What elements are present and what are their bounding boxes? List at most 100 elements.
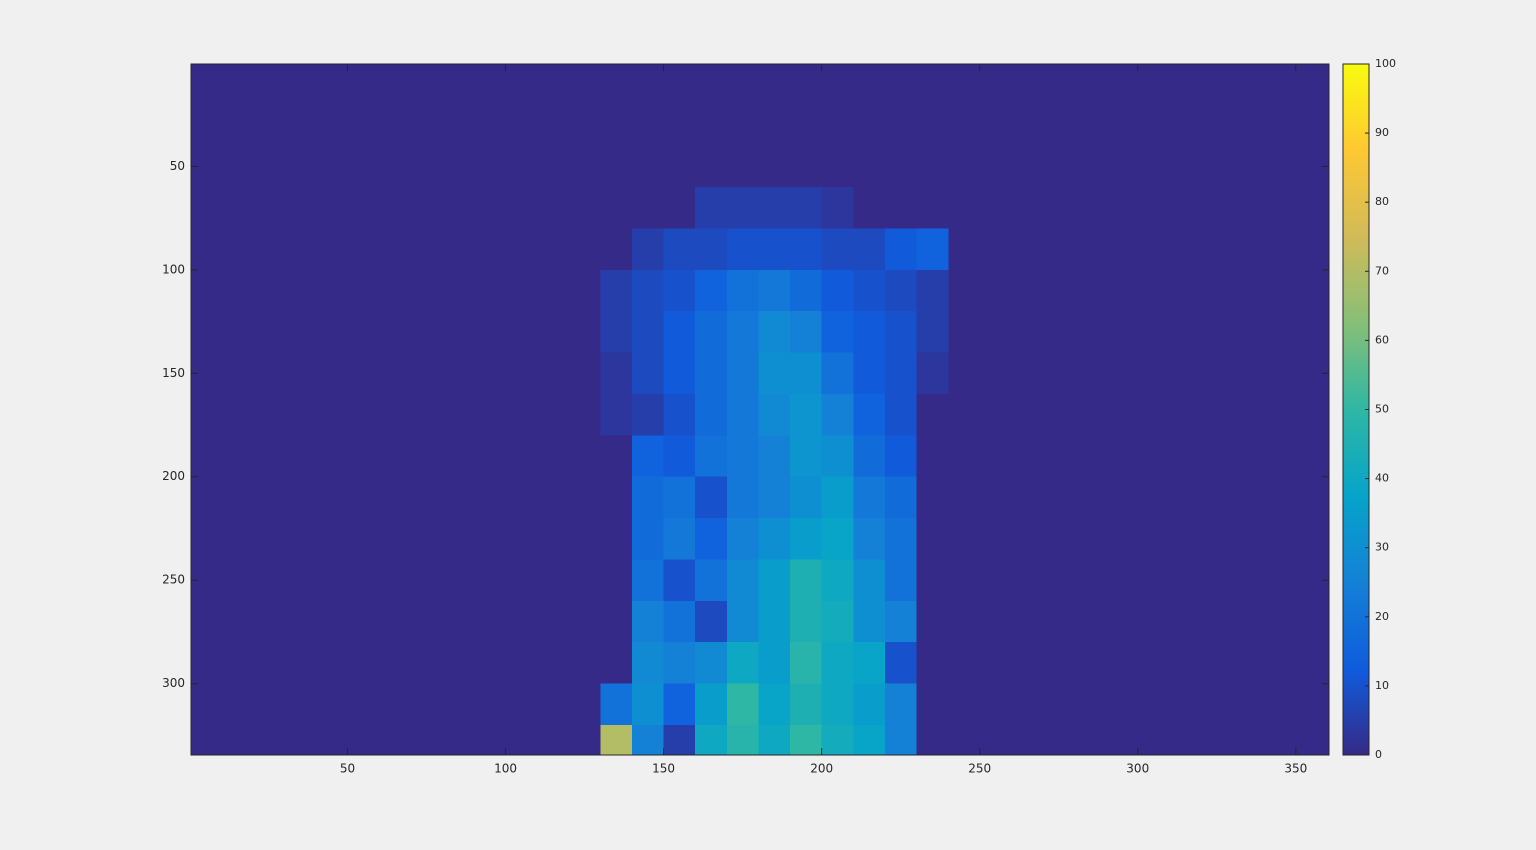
heatmap-cell	[726, 476, 759, 519]
heatmap-cell	[663, 393, 696, 436]
y-tick-label: 250	[162, 573, 185, 587]
heatmap-cell	[884, 187, 917, 229]
heatmap-cell	[695, 435, 728, 478]
heatmap-cell	[884, 476, 917, 519]
heatmap-cell	[600, 518, 633, 560]
heatmap-cell	[853, 393, 886, 436]
heatmap-cell	[884, 683, 917, 726]
colorbar-tick-label: 80	[1375, 195, 1389, 208]
heatmap-cell	[821, 600, 854, 643]
heatmap-cell	[853, 600, 886, 643]
heatmap-cell	[600, 476, 633, 519]
heatmap-cell	[758, 228, 791, 271]
heatmap-cell	[758, 476, 791, 519]
heatmap-cell	[758, 352, 791, 395]
heatmap-cell	[790, 600, 823, 643]
heatmap-cell	[600, 352, 633, 395]
heatmap-cell	[695, 476, 728, 519]
heatmap-cell	[853, 311, 886, 354]
heatmap-cell	[695, 600, 728, 643]
heatmap-cell	[726, 352, 759, 395]
heatmap-cell	[790, 642, 823, 685]
heatmap-cell	[853, 228, 886, 271]
heatmap-cell	[663, 518, 696, 560]
heatmap-cell	[916, 725, 949, 755]
heatmap-cell	[695, 642, 728, 685]
heatmap-cell	[916, 600, 949, 643]
heatmap-cell	[726, 228, 759, 271]
colorbar-tick-label: 100	[1375, 57, 1396, 70]
heatmap-cell	[663, 187, 696, 229]
heatmap-cell	[600, 228, 633, 271]
axes-box	[190, 63, 1330, 756]
heatmap-cell	[758, 187, 791, 229]
heatmap-cell	[821, 311, 854, 354]
heatmap-cell	[853, 269, 886, 312]
heatmap-cell	[631, 269, 665, 312]
heatmap-cell	[726, 600, 759, 643]
heatmap-cell	[884, 600, 917, 643]
x-tick-label: 100	[494, 762, 517, 776]
colorbar-tick-label: 0	[1375, 748, 1382, 761]
heatmap-cell	[600, 435, 633, 478]
heatmap-cell	[884, 269, 917, 312]
heatmap-cell	[726, 559, 759, 602]
heatmap-cell	[726, 311, 759, 354]
heatmap-cell	[758, 725, 791, 755]
heatmap-cell	[663, 476, 696, 519]
heatmap-cell	[600, 725, 633, 755]
heatmap-cell	[758, 683, 791, 726]
x-tick-label: 300	[1126, 762, 1149, 776]
heatmap-cell	[821, 642, 854, 685]
heatmap-cell	[726, 683, 759, 726]
heatmap-cell	[663, 642, 696, 685]
heatmap-cell	[600, 311, 633, 354]
heatmap-cell	[916, 642, 949, 685]
heatmap-cell	[631, 352, 665, 395]
x-tick-label: 50	[340, 762, 355, 776]
heatmap-cell	[916, 435, 949, 478]
heatmap-cell	[916, 559, 949, 602]
heatmap-cell	[884, 642, 917, 685]
heatmap-cell	[663, 559, 696, 602]
heatmap-cell	[884, 352, 917, 395]
heatmap-cell	[853, 642, 886, 685]
y-tick-label: 150	[162, 366, 185, 380]
y-tick-label: 50	[170, 159, 185, 173]
heatmap-cell	[600, 559, 633, 602]
colorbar-ticks: 0 10 20 30 40 50 60 70 80 90 100	[1365, 57, 1396, 761]
colorbar-tick-label: 40	[1375, 472, 1389, 485]
heatmap-cell	[758, 642, 791, 685]
heatmap-cell	[695, 725, 728, 755]
heatmap-cell	[790, 352, 823, 395]
heatmap-cell	[663, 352, 696, 395]
heatmap-cell	[916, 393, 949, 436]
heatmap-cell	[600, 393, 633, 436]
heatmap-cell	[916, 476, 949, 519]
heatmap-cell	[821, 269, 854, 312]
heatmap-cell	[790, 725, 823, 755]
heatmap-cell	[916, 228, 949, 271]
heatmap-cell	[853, 476, 886, 519]
heatmap-cell	[758, 518, 791, 560]
heatmap-cell	[916, 352, 949, 395]
heatmap-cell	[726, 435, 759, 478]
heatmap-cell	[631, 683, 665, 726]
heatmap-cell	[758, 435, 791, 478]
heatmap-cell	[663, 311, 696, 354]
heatmap-cell	[821, 435, 854, 478]
heatmap-cell	[821, 683, 854, 726]
colorbar	[1342, 63, 1370, 756]
heatmap-cell	[790, 683, 823, 726]
heatmap-cell	[726, 725, 759, 755]
heatmap-cell	[663, 725, 696, 755]
heatmap-cell	[726, 393, 759, 436]
heatmap-cell	[884, 559, 917, 602]
heatmap-cell	[663, 435, 696, 478]
heatmap-cell	[631, 435, 665, 478]
heatmap-cell	[758, 269, 791, 312]
heatmap-cell	[790, 559, 823, 602]
y-tick-label: 300	[162, 676, 185, 690]
